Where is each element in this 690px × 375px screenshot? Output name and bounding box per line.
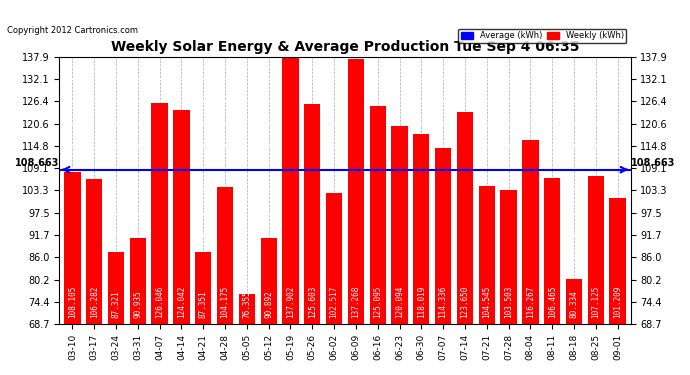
Text: 87.321: 87.321: [112, 291, 121, 318]
Bar: [261, 238, 277, 324]
Bar: [544, 178, 560, 324]
Bar: [522, 140, 538, 324]
Bar: [108, 252, 124, 324]
Bar: [195, 252, 211, 324]
Bar: [173, 110, 190, 324]
Text: 124.042: 124.042: [177, 286, 186, 318]
Bar: [239, 294, 255, 324]
Bar: [326, 194, 342, 324]
Bar: [64, 172, 81, 324]
Bar: [282, 57, 299, 324]
Text: 137.268: 137.268: [351, 286, 360, 318]
Bar: [391, 126, 408, 324]
Text: 104.175: 104.175: [221, 286, 230, 318]
Text: 126.046: 126.046: [155, 286, 164, 318]
Text: 116.267: 116.267: [526, 286, 535, 318]
Text: 104.545: 104.545: [482, 286, 491, 318]
Text: Copyright 2012 Cartronics.com: Copyright 2012 Cartronics.com: [7, 26, 138, 35]
Text: 106.282: 106.282: [90, 286, 99, 318]
Bar: [588, 176, 604, 324]
Text: 87.351: 87.351: [199, 291, 208, 318]
Text: 101.209: 101.209: [613, 286, 622, 318]
Text: 90.892: 90.892: [264, 291, 273, 318]
Text: 108.663: 108.663: [15, 158, 59, 168]
Text: 76.355: 76.355: [242, 291, 251, 318]
Bar: [413, 134, 429, 324]
Bar: [435, 148, 451, 324]
Text: 80.334: 80.334: [569, 291, 578, 318]
Text: 137.902: 137.902: [286, 286, 295, 318]
Text: 108.105: 108.105: [68, 286, 77, 318]
Text: 125.603: 125.603: [308, 286, 317, 318]
Text: 125.095: 125.095: [373, 286, 382, 318]
Text: 118.019: 118.019: [417, 286, 426, 318]
Bar: [479, 186, 495, 324]
Text: 120.094: 120.094: [395, 286, 404, 318]
Text: 123.650: 123.650: [460, 286, 469, 318]
Text: 106.465: 106.465: [548, 286, 557, 318]
Bar: [86, 179, 102, 324]
Text: 103.503: 103.503: [504, 286, 513, 318]
Text: 114.336: 114.336: [439, 286, 448, 318]
Bar: [566, 279, 582, 324]
Legend: Average (kWh), Weekly (kWh): Average (kWh), Weekly (kWh): [458, 29, 627, 43]
Bar: [500, 190, 517, 324]
Bar: [370, 106, 386, 324]
Bar: [304, 104, 320, 324]
Bar: [152, 102, 168, 324]
Title: Weekly Solar Energy & Average Production Tue Sep 4 06:35: Weekly Solar Energy & Average Production…: [111, 40, 579, 54]
Bar: [348, 59, 364, 324]
Bar: [130, 238, 146, 324]
Text: 107.125: 107.125: [591, 286, 600, 318]
Text: 108.663: 108.663: [631, 158, 675, 168]
Bar: [609, 198, 626, 324]
Bar: [457, 112, 473, 324]
Bar: [217, 187, 233, 324]
Text: 90.935: 90.935: [133, 291, 142, 318]
Text: 102.517: 102.517: [330, 286, 339, 318]
